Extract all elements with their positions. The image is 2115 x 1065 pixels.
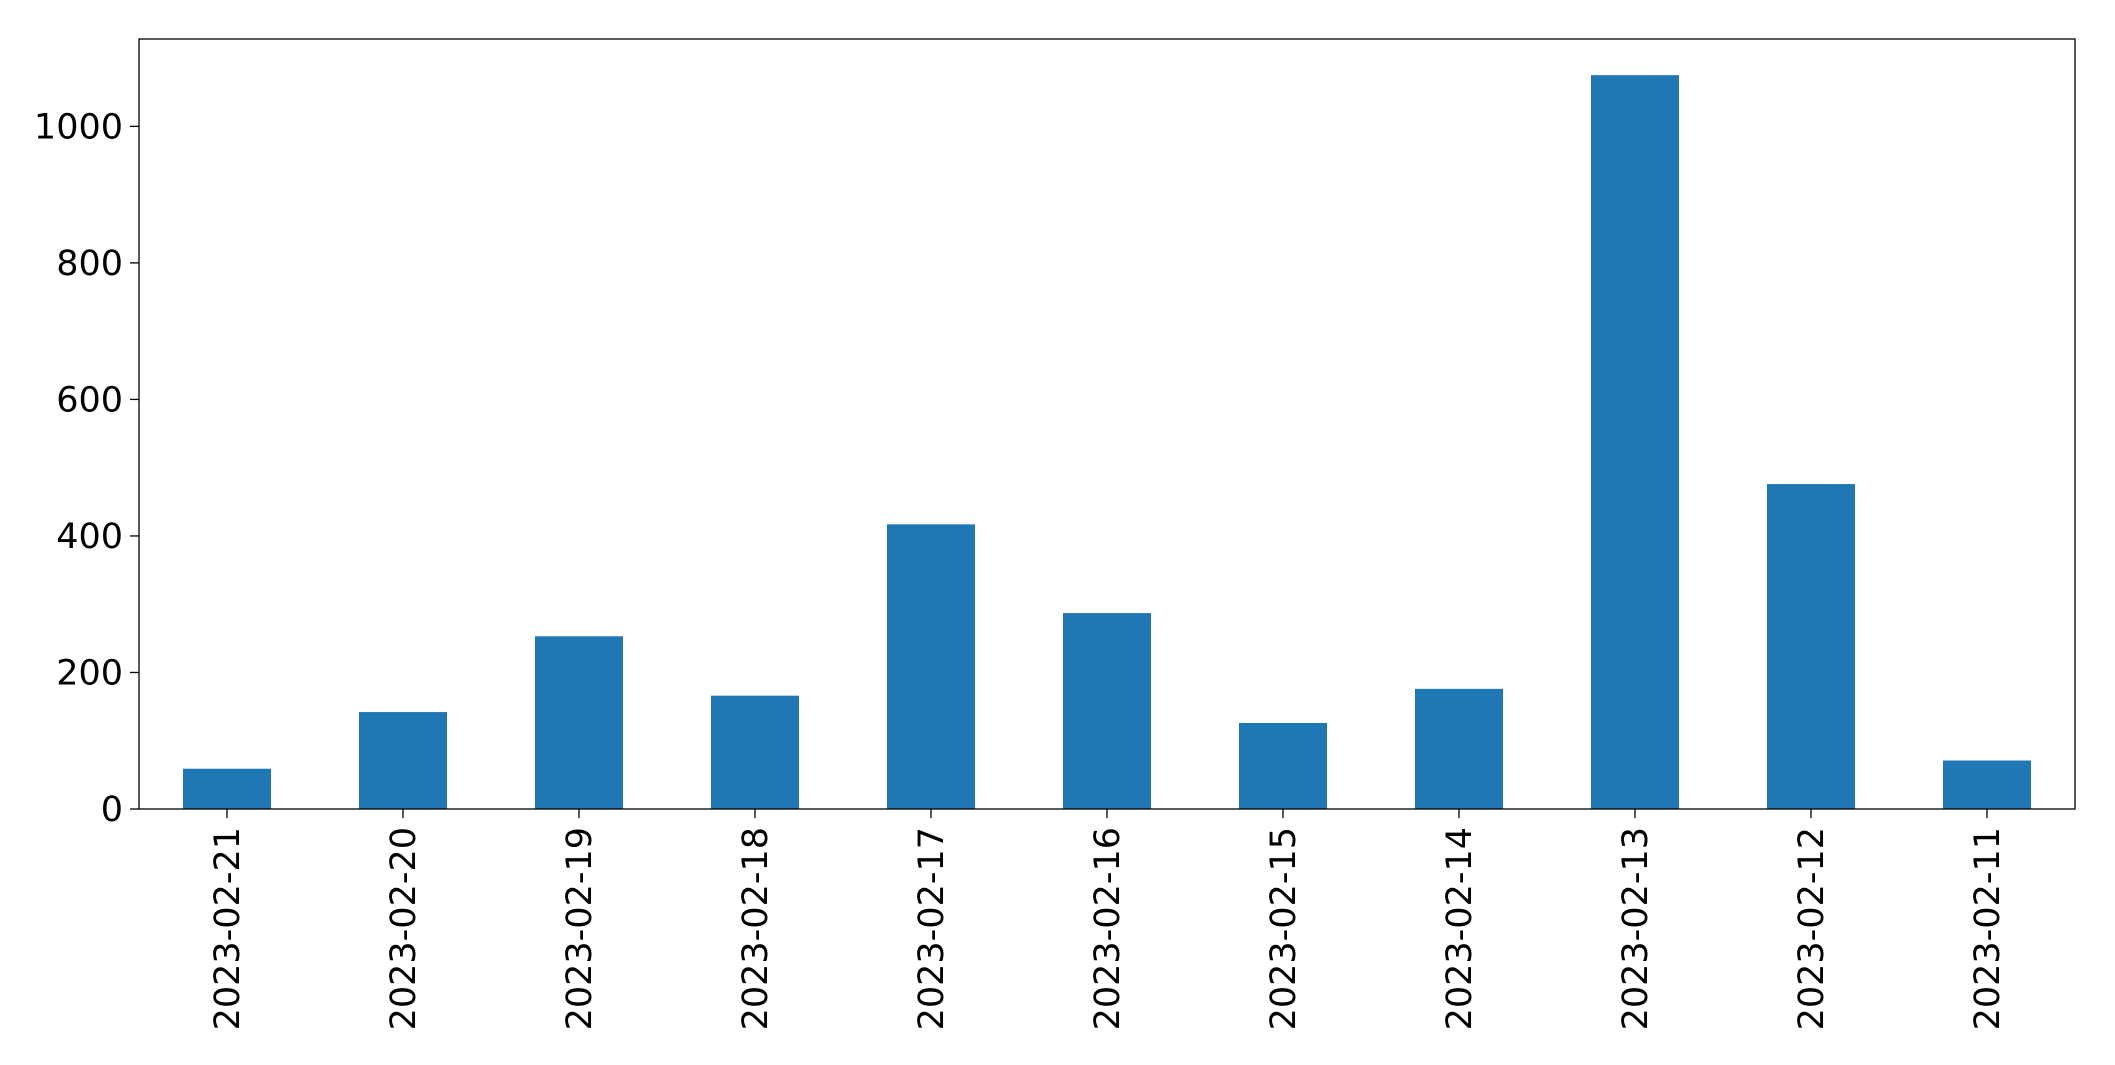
y-tick-label: 400 <box>56 517 123 557</box>
bar <box>1239 722 1327 809</box>
x-tick-label: 2023-02-11 <box>1968 827 2008 1030</box>
x-tick-label: 2023-02-13 <box>1616 827 1656 1030</box>
bar <box>1767 484 1855 809</box>
x-tick-label: 2023-02-21 <box>208 827 248 1030</box>
bar <box>1063 613 1151 809</box>
bar <box>535 636 623 809</box>
y-tick-label: 0 <box>101 790 123 830</box>
bar <box>1591 75 1679 809</box>
y-tick-label: 600 <box>56 380 123 420</box>
bar <box>887 524 975 809</box>
y-tick-label: 1000 <box>34 107 123 147</box>
bar <box>1415 688 1503 809</box>
bar <box>359 712 447 809</box>
y-tick-label: 800 <box>56 244 123 284</box>
x-tick-label: 2023-02-15 <box>1264 827 1304 1030</box>
x-tick-label: 2023-02-20 <box>384 827 424 1030</box>
y-tick-label: 200 <box>56 653 123 693</box>
x-tick-label: 2023-02-19 <box>560 827 600 1030</box>
bar <box>711 695 799 809</box>
bar <box>183 768 271 809</box>
x-tick-label: 2023-02-14 <box>1440 827 1480 1030</box>
x-tick-label: 2023-02-17 <box>912 827 952 1030</box>
x-tick-label: 2023-02-16 <box>1088 827 1128 1030</box>
bar <box>1943 760 2031 809</box>
plot-frame <box>138 38 2076 810</box>
x-tick-label: 2023-02-12 <box>1792 827 1832 1030</box>
x-tick-label: 2023-02-18 <box>736 827 776 1030</box>
